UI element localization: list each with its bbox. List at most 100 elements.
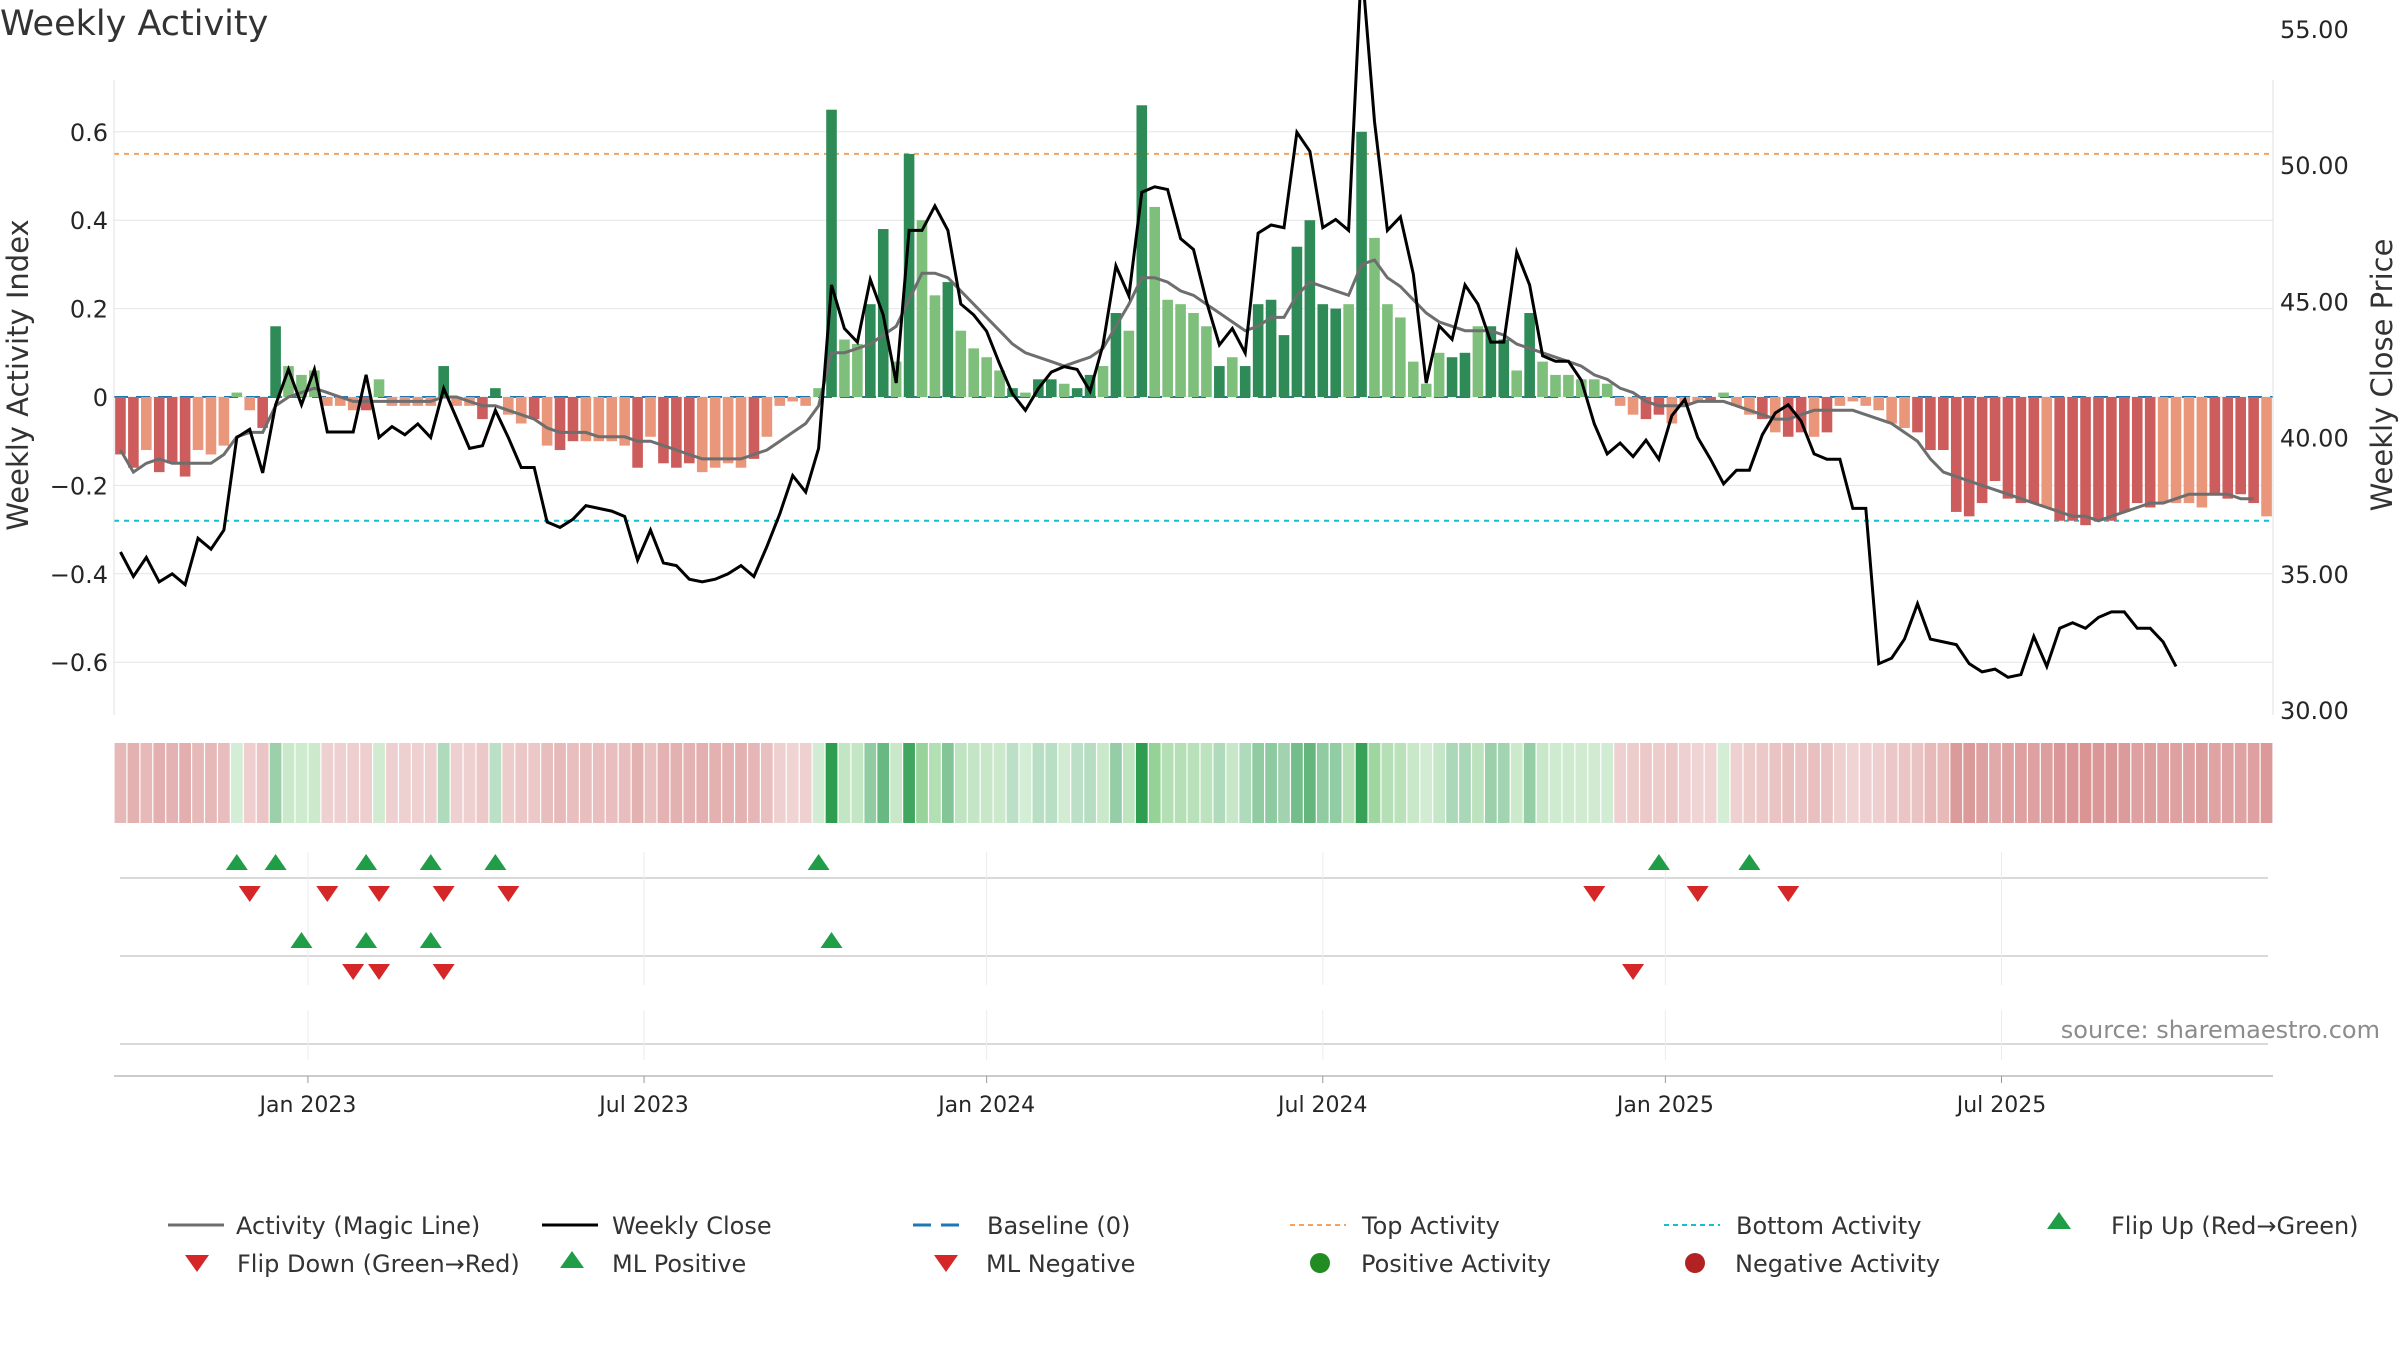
activity-bar xyxy=(593,397,605,442)
activity-bar xyxy=(438,366,449,397)
strip-cell xyxy=(2144,743,2157,823)
strip-cell xyxy=(411,743,424,823)
activity-bar xyxy=(787,397,799,402)
activity-bar xyxy=(1252,304,1264,397)
activity-bar xyxy=(1938,397,1949,451)
activity-bar xyxy=(1498,339,1510,397)
activity-bar xyxy=(528,397,540,420)
strip-cell xyxy=(1614,743,1626,823)
strip-cell xyxy=(399,743,411,823)
activity-bar xyxy=(1020,392,1031,397)
activity-bar xyxy=(645,397,656,437)
legend-label: ML Negative xyxy=(986,1250,1135,1278)
legend-label: Baseline (0) xyxy=(987,1212,1130,1240)
activity-bar xyxy=(1304,220,1316,397)
strip-cell xyxy=(1045,743,1058,823)
flip-down-marker xyxy=(1583,886,1606,902)
source-label: source: sharemaestro.com xyxy=(2061,1016,2380,1044)
legend-swatch-flip-down xyxy=(185,1255,209,1272)
activity-bar xyxy=(722,397,734,464)
activity-bar xyxy=(166,397,178,464)
activity-bar xyxy=(2222,397,2234,499)
strip-cell xyxy=(321,743,334,823)
strip-cell xyxy=(1291,743,1303,823)
strip-cell xyxy=(334,743,347,823)
legend-swatch-negative-activity xyxy=(1685,1253,1705,1273)
strip-cell xyxy=(140,743,153,823)
activity-bar xyxy=(1420,383,1432,397)
activity-bar xyxy=(309,370,320,397)
activity-bar xyxy=(864,304,876,397)
activity-bar xyxy=(684,397,695,464)
activity-bar xyxy=(839,339,850,397)
date-tick-label: Jul 2025 xyxy=(1955,1093,2047,1118)
strip-cell xyxy=(1394,743,1407,823)
ml-negative-marker xyxy=(368,964,391,980)
strip-cell xyxy=(2105,743,2118,823)
activity-bar xyxy=(115,397,126,455)
strip-cell xyxy=(230,743,243,823)
strip-cell xyxy=(761,743,773,823)
strip-cell xyxy=(1110,743,1122,823)
strip-cell xyxy=(269,743,282,823)
strip-cell xyxy=(502,743,515,823)
activity-bar xyxy=(1821,397,1833,433)
strip-cell xyxy=(1549,743,1562,823)
y2-tick-label: 30.00 xyxy=(2280,697,2349,725)
activity-bar xyxy=(1899,397,1910,428)
activity-bar xyxy=(800,397,811,406)
strip-cell xyxy=(1678,743,1691,823)
strip-cell xyxy=(2131,743,2144,823)
strip-cell xyxy=(114,743,127,823)
activity-bar xyxy=(994,370,1005,397)
strip-cell xyxy=(1200,743,1213,823)
activity-bar xyxy=(554,397,566,451)
legend-label: Top Activity xyxy=(1361,1212,1500,1240)
strip-cell xyxy=(1743,743,1756,823)
strip-cell xyxy=(1846,743,1859,823)
strip-cell xyxy=(670,743,683,823)
legend-label: Activity (Magic Line) xyxy=(236,1212,480,1240)
activity-bar xyxy=(1278,335,1290,397)
strip-cell xyxy=(1872,743,1885,823)
strip-cell xyxy=(1265,743,1277,823)
date-tick-label: Jan 2024 xyxy=(936,1093,1035,1118)
strip-cell xyxy=(243,743,256,823)
activity-bar xyxy=(2170,397,2182,504)
activity-bar xyxy=(1731,397,1742,406)
activity-bar xyxy=(1175,304,1186,397)
activity-bar xyxy=(929,295,941,397)
strip-cell xyxy=(166,743,179,823)
y-tick-label: −0.2 xyxy=(50,472,108,500)
flip-markers xyxy=(120,852,2268,1060)
activity-bar xyxy=(903,153,915,397)
activity-bar xyxy=(2183,397,2195,504)
activity-bar xyxy=(1950,397,1962,512)
activity-bar xyxy=(1162,299,1173,397)
y-tick-label: 0 xyxy=(93,384,108,412)
activity-bar xyxy=(1705,397,1716,402)
activity-bar xyxy=(283,366,294,397)
activity-bar xyxy=(2157,397,2169,504)
activity-bar xyxy=(580,397,592,442)
ml-positive-marker xyxy=(355,932,378,948)
chart-title: Weekly Activity xyxy=(0,4,269,44)
strip-cell xyxy=(1950,743,1963,823)
strip-cell xyxy=(153,743,166,823)
strip-cell xyxy=(631,743,644,823)
strip-cell xyxy=(1562,743,1575,823)
y2-tick-label: 55.00 xyxy=(2280,16,2349,44)
strip-cell xyxy=(980,743,993,823)
legend-label: Weekly Close xyxy=(612,1212,772,1240)
strip-cell xyxy=(1161,743,1174,823)
activity-bar xyxy=(1201,326,1212,397)
strip-cell xyxy=(1316,743,1329,823)
strip-cell xyxy=(1006,743,1019,823)
activity-bar xyxy=(1912,397,1923,433)
strip-cell xyxy=(644,743,657,823)
strip-cell xyxy=(890,743,903,823)
activity-bar xyxy=(360,397,372,411)
flip-up-marker xyxy=(1647,854,1670,870)
activity-bar xyxy=(1110,313,1122,397)
